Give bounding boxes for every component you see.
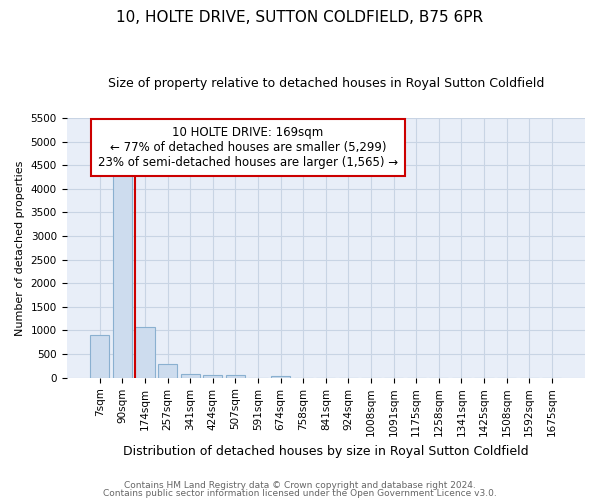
- Bar: [113, 163, 132, 378]
- Bar: [136, 327, 155, 378]
- Text: Contains public sector information licensed under the Open Government Licence v3: Contains public sector information licen…: [103, 488, 497, 498]
- X-axis label: Distribution of detached houses by size in Royal Sutton Coldfield: Distribution of detached houses by size …: [123, 444, 529, 458]
- Bar: [158, 364, 177, 378]
- Bar: [203, 374, 223, 378]
- Text: 10, HOLTE DRIVE, SUTTON COLDFIELD, B75 6PR: 10, HOLTE DRIVE, SUTTON COLDFIELD, B75 6…: [116, 10, 484, 25]
- Title: Size of property relative to detached houses in Royal Sutton Coldfield: Size of property relative to detached ho…: [107, 78, 544, 90]
- Bar: [90, 335, 109, 378]
- Text: 10 HOLTE DRIVE: 169sqm
← 77% of detached houses are smaller (5,299)
23% of semi-: 10 HOLTE DRIVE: 169sqm ← 77% of detached…: [98, 126, 398, 169]
- Bar: [226, 375, 245, 378]
- Text: Contains HM Land Registry data © Crown copyright and database right 2024.: Contains HM Land Registry data © Crown c…: [124, 481, 476, 490]
- Y-axis label: Number of detached properties: Number of detached properties: [15, 160, 25, 336]
- Bar: [271, 376, 290, 378]
- Bar: [181, 374, 200, 378]
